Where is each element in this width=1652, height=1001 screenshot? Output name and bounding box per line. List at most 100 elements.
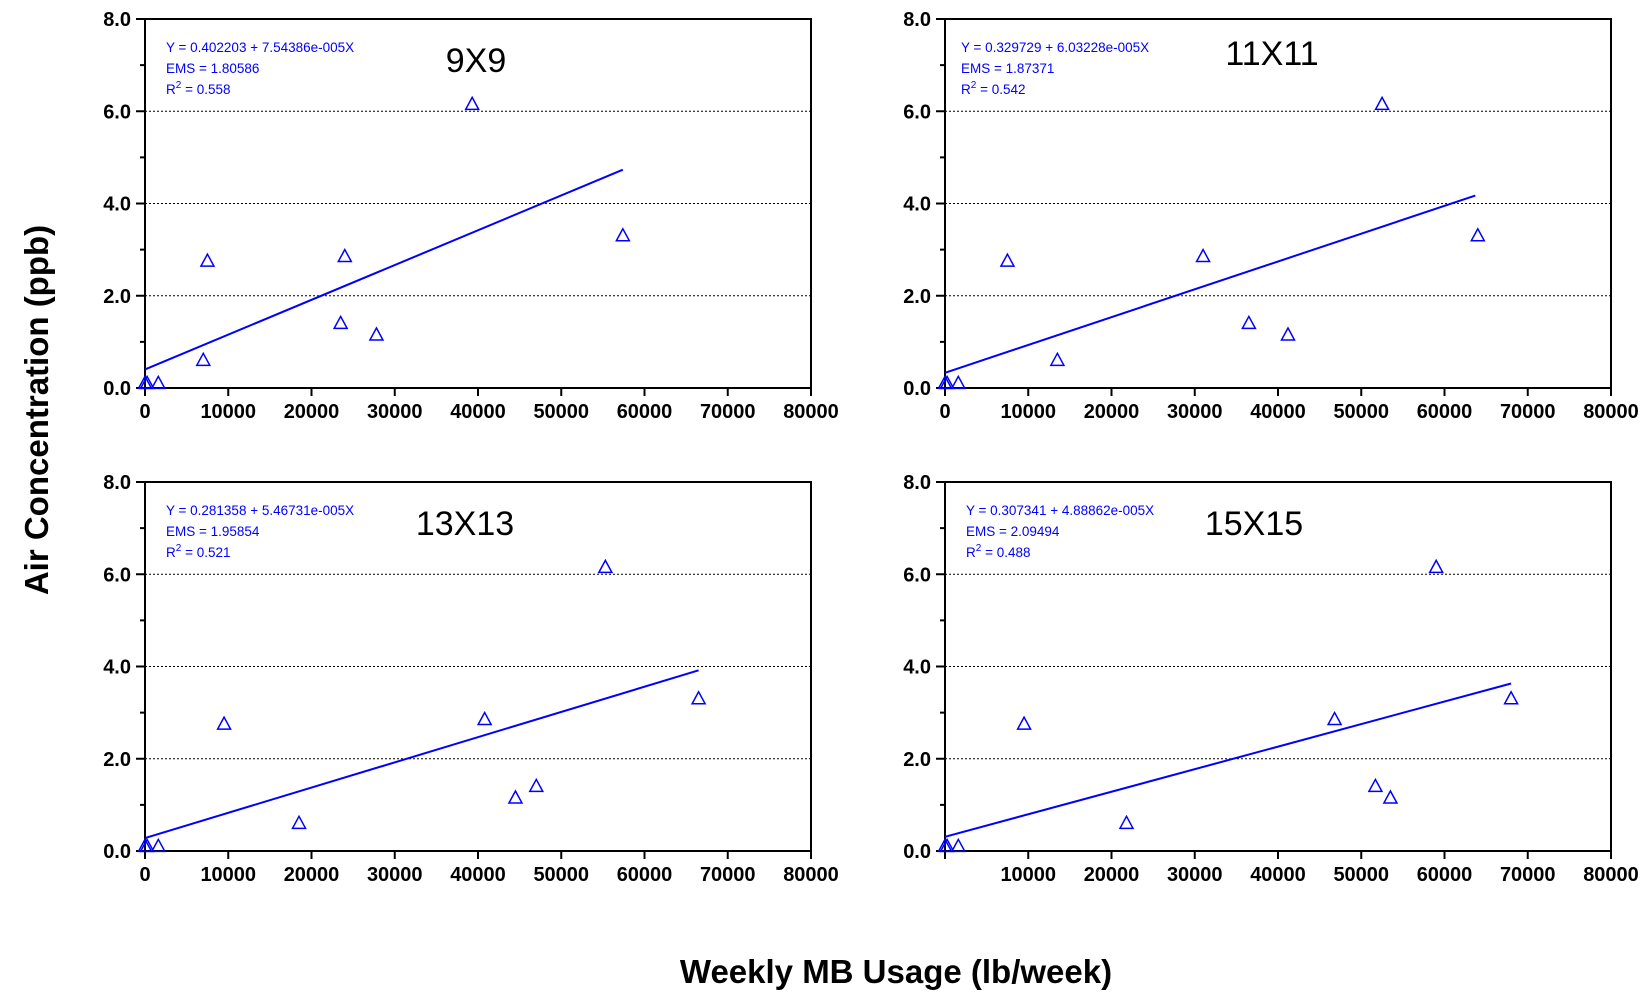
x-tick-label: 10000 xyxy=(200,864,256,886)
x-tick-label: 80000 xyxy=(783,401,839,423)
y-tick-label: 6.0 xyxy=(103,564,131,586)
x-tick-label: 30000 xyxy=(1167,401,1223,423)
data-point xyxy=(1382,789,1399,804)
fit-ems: EMS = 1.87371 xyxy=(961,61,1054,76)
x-tick-label: 70000 xyxy=(700,864,756,886)
x-tick-label: 70000 xyxy=(1500,864,1556,886)
fit-equation: Y = 0.281358 + 5.46731e-005X xyxy=(166,503,354,518)
y-tick-label: 0.0 xyxy=(103,841,131,863)
data-point xyxy=(939,374,955,390)
data-point xyxy=(1241,314,1257,330)
x-tick-label: 30000 xyxy=(367,401,423,423)
panel-title: 13X13 xyxy=(416,505,514,543)
panel-title: 11X11 xyxy=(1225,35,1318,73)
fit-r-squared: R2 = 0.558 xyxy=(166,80,230,97)
y-tick-label: 2.0 xyxy=(903,749,931,771)
x-tick-label: 20000 xyxy=(1084,864,1140,886)
data-point xyxy=(199,252,216,267)
data-point xyxy=(464,95,480,111)
x-tick-label: 20000 xyxy=(284,864,340,886)
x-tick-label: 60000 xyxy=(617,864,673,886)
y-tick-label: 4.0 xyxy=(103,657,131,679)
x-tick-label: 10000 xyxy=(200,401,256,423)
y-tick-label: 4.0 xyxy=(903,657,931,679)
data-point xyxy=(1470,227,1486,242)
fit-line xyxy=(144,168,624,371)
chart-panel-11x11: 0.0 2.0 4.0 6.0 8.0 0 10000 20000 30000 40000 5000… xyxy=(903,9,1639,423)
data-point xyxy=(337,247,353,263)
x-tick-label: 50000 xyxy=(1333,864,1389,886)
fit-r-squared: R2 = 0.542 xyxy=(961,80,1025,97)
fit-ems: EMS = 1.80586 xyxy=(166,61,259,76)
y-tick-label: 2.0 xyxy=(103,286,131,308)
data-point xyxy=(1503,690,1519,705)
y-tick-label: 4.0 xyxy=(903,194,931,216)
x-tick-label: 20000 xyxy=(284,401,340,423)
data-point xyxy=(216,715,232,730)
x-tick-label: 40000 xyxy=(450,401,506,423)
data-point xyxy=(1367,777,1384,793)
y-tick-label: 8.0 xyxy=(903,9,931,31)
x-tick-label: 80000 xyxy=(1583,864,1639,886)
data-point xyxy=(195,351,212,367)
data-point xyxy=(150,374,167,390)
y-tick-label: 0.0 xyxy=(903,378,931,400)
chart-panel-9x9: 0.0 2.0 4.0 6.0 8.0 0 10000 20000 30000 40000 5000… xyxy=(103,9,839,423)
data-point xyxy=(1118,814,1135,830)
y-tick-label: 2.0 xyxy=(103,749,131,771)
x-tick-label: 30000 xyxy=(367,864,423,886)
x-tick-label: 0 xyxy=(139,864,150,886)
y-tick-label: 8.0 xyxy=(103,472,131,494)
fit-equation: Y = 0.402203 + 7.54386e-005X xyxy=(166,40,354,55)
y-tick-label: 8.0 xyxy=(903,472,931,494)
fit-line xyxy=(944,682,1512,838)
x-tick-label: 30000 xyxy=(1167,864,1223,886)
y-tick-label: 0.0 xyxy=(903,841,931,863)
x-tick-label: 50000 xyxy=(533,864,589,886)
y-tick-label: 6.0 xyxy=(903,564,931,586)
panel-title: 15X15 xyxy=(1205,505,1303,543)
data-point xyxy=(528,777,545,793)
y-tick-label: 8.0 xyxy=(103,9,131,31)
data-point xyxy=(1374,95,1390,111)
x-tick-label: 40000 xyxy=(1250,864,1306,886)
chart-panel-15x15: 0.0 2.0 4.0 6.0 8.0 10000 20000 30000 40000 50000… xyxy=(903,472,1639,886)
x-tick-label: 60000 xyxy=(617,401,673,423)
x-tick-label: 70000 xyxy=(700,401,756,423)
x-tick-label: 60000 xyxy=(1417,864,1473,886)
x-tick-label: 10000 xyxy=(1000,401,1056,423)
fit-ems: EMS = 2.09494 xyxy=(966,524,1060,539)
x-tick-label: 60000 xyxy=(1417,401,1473,423)
data-point xyxy=(690,690,707,705)
data-point xyxy=(597,558,614,574)
fit-line xyxy=(144,669,699,839)
data-point xyxy=(368,326,385,341)
y-axis-title: Air Concentration (ppb) xyxy=(18,225,55,595)
x-tick-label: 0 xyxy=(939,401,950,423)
fit-r-squared: R2 = 0.488 xyxy=(966,543,1030,560)
y-tick-label: 0.0 xyxy=(103,378,131,400)
data-point xyxy=(1280,326,1296,341)
fit-equation: Y = 0.329729 + 6.03228e-005X xyxy=(961,40,1149,55)
x-tick-label: 40000 xyxy=(450,864,506,886)
fit-ems: EMS = 1.95854 xyxy=(166,524,260,539)
fit-equation: Y = 0.307341 + 4.88862e-005X xyxy=(966,503,1154,518)
data-point xyxy=(1016,715,1032,730)
data-point xyxy=(999,252,1016,267)
x-tick-label: 70000 xyxy=(1500,401,1556,423)
data-point xyxy=(950,837,967,853)
data-point xyxy=(950,374,967,390)
data-point xyxy=(139,374,155,390)
x-tick-label: 50000 xyxy=(1333,401,1389,423)
y-tick-label: 6.0 xyxy=(903,101,931,123)
data-point xyxy=(139,837,155,853)
x-tick-label: 0 xyxy=(139,401,150,423)
data-point xyxy=(150,837,167,853)
data-point xyxy=(1326,710,1343,726)
y-tick-label: 6.0 xyxy=(103,101,131,123)
x-tick-label: 10000 xyxy=(1000,864,1056,886)
x-tick-label: 40000 xyxy=(1250,401,1306,423)
data-point xyxy=(615,227,631,242)
x-tick-label: 80000 xyxy=(1583,401,1639,423)
